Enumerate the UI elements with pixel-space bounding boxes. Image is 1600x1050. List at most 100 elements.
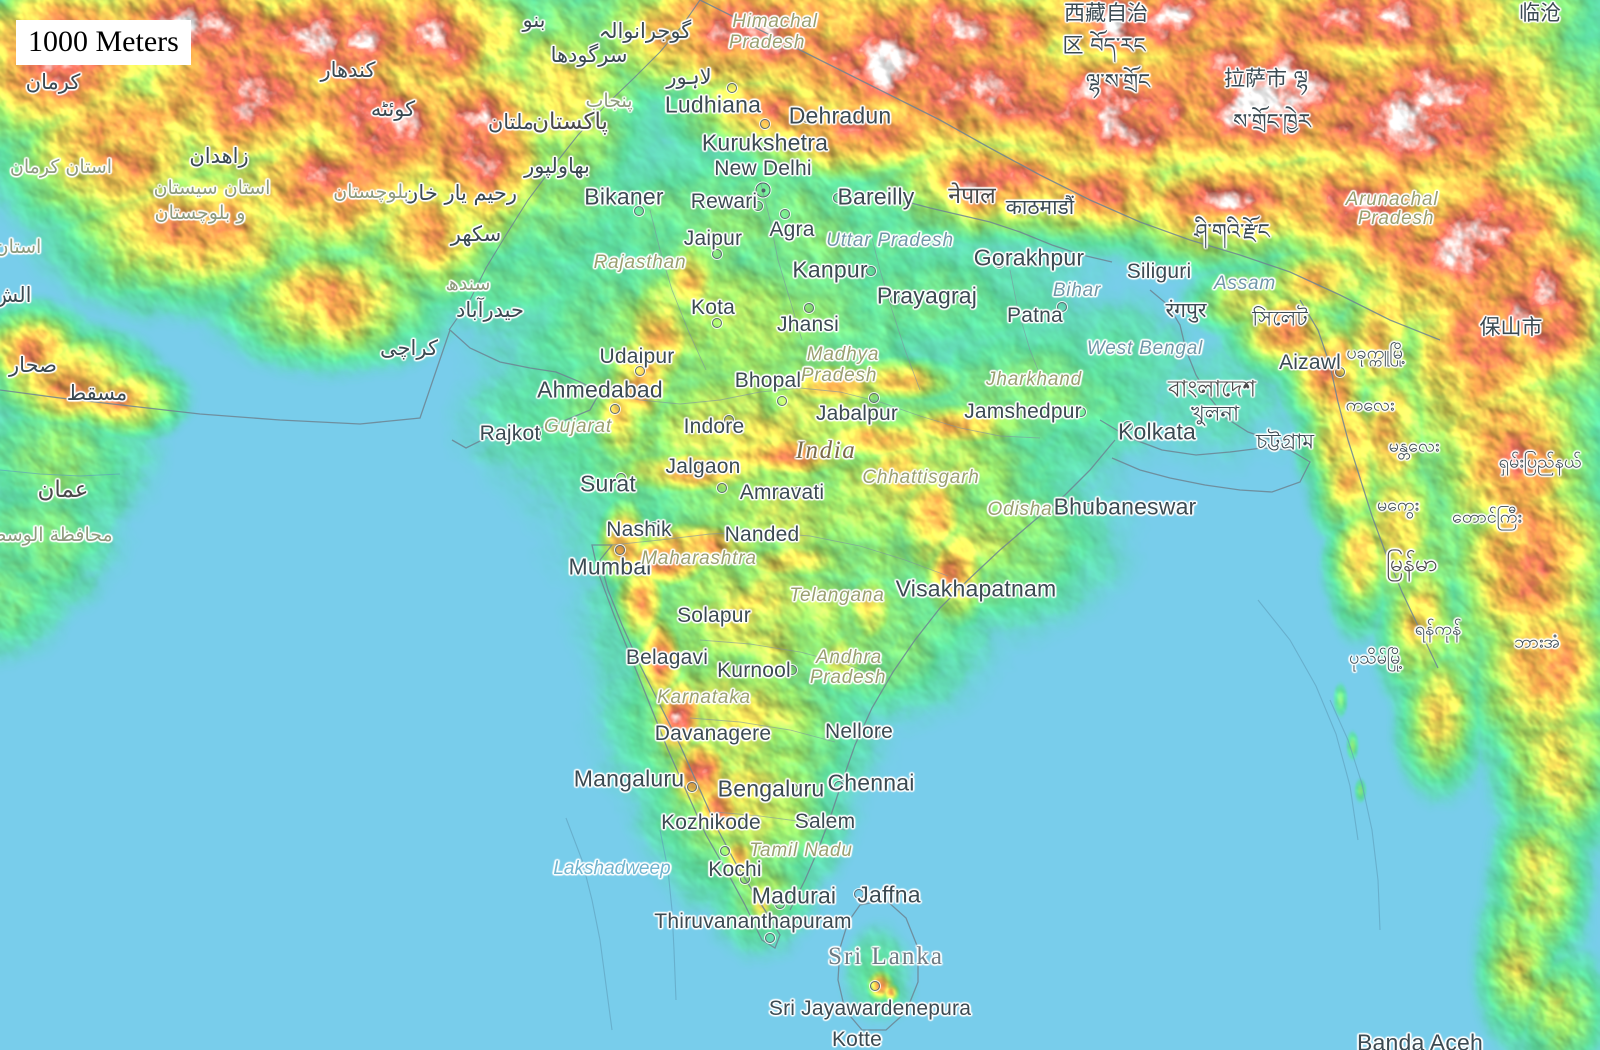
state-label[interactable]: Arunachal	[1345, 189, 1439, 210]
city-label[interactable]: Jaipur	[683, 227, 743, 250]
city-marker[interactable]	[774, 529, 784, 539]
city-marker[interactable]	[610, 404, 620, 414]
country-label[interactable]: Sri Lanka	[828, 943, 944, 970]
city-marker[interactable]	[760, 119, 770, 129]
state-label[interactable]: Maharashtra	[641, 548, 757, 569]
city-label[interactable]: Patna	[1007, 304, 1063, 327]
city-label[interactable]: لاہور	[666, 65, 712, 89]
state-label[interactable]: استان کرمان	[9, 156, 113, 178]
city-label[interactable]: ཤི་གའི་རྫོང	[1194, 219, 1270, 244]
city-label[interactable]: حیدرآباد	[456, 298, 524, 322]
country-label[interactable]: नेपाल	[948, 183, 996, 209]
city-label[interactable]: တောင်ကြီး	[1452, 506, 1522, 528]
city-label[interactable]: काठमाडौं	[1005, 195, 1075, 219]
sea-region-label[interactable]: Lakshadweep	[553, 858, 671, 879]
city-marker[interactable]	[753, 201, 763, 211]
city-label[interactable]: Bhopal	[734, 369, 802, 392]
state-label[interactable]: Andhra	[815, 647, 883, 668]
city-label[interactable]: रंगपुर	[1165, 298, 1207, 322]
city-label[interactable]: Kota	[691, 296, 735, 319]
state-label[interactable]: Tamil Nadu	[749, 840, 853, 861]
country-label[interactable]: বাংলাদেশ	[1167, 376, 1257, 403]
state-label[interactable]: سندھ	[445, 273, 491, 295]
city-label[interactable]: Kochi	[708, 858, 762, 881]
city-marker[interactable]	[649, 522, 659, 532]
city-label[interactable]: Banda Aceh	[1356, 1029, 1484, 1050]
state-label[interactable]: استان سیستان	[153, 177, 271, 199]
state-label[interactable]: بلوچستان	[333, 181, 409, 203]
city-label[interactable]: الش	[0, 283, 32, 307]
city-label[interactable]: Salem	[794, 810, 856, 833]
city-label[interactable]: Belagavi	[625, 646, 709, 669]
city-label[interactable]: Kurukshetra	[701, 129, 829, 156]
city-marker[interactable]	[681, 651, 691, 661]
city-label[interactable]: New Delhi	[714, 157, 812, 180]
city-label[interactable]: ས་གྲོང་ཁྱེར	[1233, 109, 1311, 134]
city-marker[interactable]	[793, 487, 803, 497]
city-label[interactable]: Nanded	[724, 523, 800, 546]
city-label[interactable]: صحار	[9, 353, 57, 377]
city-label[interactable]: Agra	[769, 218, 815, 241]
state-label[interactable]: Rajasthan	[593, 252, 687, 273]
state-label[interactable]: Odisha	[987, 499, 1053, 520]
city-label[interactable]: کراچی	[380, 336, 438, 360]
city-label[interactable]: 拉萨市 ལྷ	[1223, 66, 1309, 91]
city-label[interactable]: کرمان	[25, 70, 81, 94]
city-label[interactable]: 区 བོད་རང	[1062, 33, 1146, 58]
country-label[interactable]: عمان	[37, 477, 89, 503]
city-label[interactable]: كوئٹه	[370, 97, 416, 121]
state-label[interactable]: Jharkhand	[986, 369, 1082, 390]
city-marker[interactable]	[808, 816, 818, 826]
city-marker[interactable]	[788, 783, 798, 793]
city-label[interactable]: بنو	[522, 8, 546, 32]
city-label[interactable]: Jabalpur	[815, 402, 899, 425]
city-marker[interactable]	[724, 415, 734, 425]
city-marker[interactable]	[712, 249, 722, 259]
city-label[interactable]: ပခုက္ကူမြို့	[1346, 342, 1406, 364]
capital-marker[interactable]	[755, 182, 771, 198]
country-label[interactable]: India	[795, 437, 857, 464]
city-marker[interactable]	[634, 206, 644, 216]
state-label[interactable]: West Bengal	[1086, 338, 1204, 359]
city-label[interactable]: ရန်ကုန်	[1414, 618, 1462, 640]
city-marker[interactable]	[728, 728, 738, 738]
city-label[interactable]: Rewari	[690, 190, 758, 213]
state-label[interactable]: و بلوچستان	[154, 202, 246, 224]
city-marker[interactable]	[725, 610, 735, 620]
city-label[interactable]: Bengaluru	[717, 775, 825, 802]
city-label[interactable]: Udaipur	[599, 345, 675, 368]
city-marker[interactable]	[1123, 421, 1133, 431]
city-marker[interactable]	[787, 665, 797, 675]
state-label[interactable]: Chhattisgarh	[862, 467, 980, 488]
city-marker[interactable]	[866, 266, 876, 276]
city-label[interactable]: ရှမ်းပြည်နယ်	[1498, 451, 1582, 473]
city-label[interactable]: Visakhapatnam	[895, 575, 1057, 602]
city-label[interactable]: Mangaluru	[573, 765, 685, 792]
city-label[interactable]: ပုသိမ်မြို့	[1348, 647, 1404, 669]
city-label[interactable]: بهاولپور	[524, 154, 590, 178]
city-marker[interactable]	[804, 303, 814, 313]
city-marker[interactable]	[871, 729, 881, 739]
city-label[interactable]: سکھر	[450, 222, 502, 246]
city-marker[interactable]	[1076, 407, 1086, 417]
city-label[interactable]: Nellore	[825, 720, 893, 743]
city-label[interactable]: ဘားအံ	[1514, 631, 1560, 653]
city-marker[interactable]	[854, 889, 864, 899]
city-marker[interactable]	[1083, 503, 1093, 513]
city-marker[interactable]	[1057, 302, 1067, 312]
city-label[interactable]: Aizawl	[1279, 351, 1341, 374]
city-label[interactable]: Indore	[683, 415, 745, 438]
city-label[interactable]: Bhubaneswar	[1053, 493, 1197, 520]
city-label[interactable]: চট্টগ্রাম	[1255, 429, 1315, 454]
state-label[interactable]: Pradesh	[809, 667, 887, 688]
city-marker[interactable]	[834, 781, 844, 791]
city-label[interactable]: Madurai	[751, 882, 837, 909]
state-label[interactable]: Pradesh	[728, 32, 806, 53]
city-marker[interactable]	[944, 585, 954, 595]
city-label[interactable]: Jaffna	[857, 881, 921, 908]
city-label[interactable]: Mumbai	[568, 553, 652, 580]
city-marker[interactable]	[802, 113, 812, 123]
city-marker[interactable]	[615, 545, 625, 555]
city-marker[interactable]	[635, 366, 645, 376]
